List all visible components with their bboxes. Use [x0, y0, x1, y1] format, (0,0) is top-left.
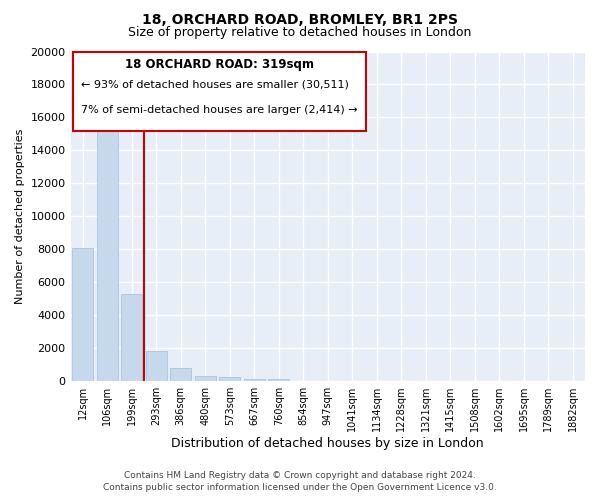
Bar [195, 376, 215, 381]
Text: ← 93% of detached houses are smaller (30,511): ← 93% of detached houses are smaller (30… [81, 80, 349, 90]
FancyBboxPatch shape [73, 52, 367, 130]
Text: 7% of semi-detached houses are larger (2,414) →: 7% of semi-detached houses are larger (2… [81, 105, 358, 115]
Bar [73, 248, 93, 381]
Text: Contains HM Land Registry data © Crown copyright and database right 2024.
Contai: Contains HM Land Registry data © Crown c… [103, 471, 497, 492]
Text: 18, ORCHARD ROAD, BROMLEY, BR1 2PS: 18, ORCHARD ROAD, BROMLEY, BR1 2PS [142, 12, 458, 26]
Bar [121, 294, 142, 381]
X-axis label: Distribution of detached houses by size in London: Distribution of detached houses by size … [172, 437, 484, 450]
Bar [244, 380, 265, 381]
Y-axis label: Number of detached properties: Number of detached properties [15, 128, 25, 304]
Bar [170, 368, 191, 381]
Text: Size of property relative to detached houses in London: Size of property relative to detached ho… [128, 26, 472, 39]
Bar [268, 380, 289, 381]
Bar [220, 377, 240, 381]
Bar [97, 108, 118, 381]
Text: 18 ORCHARD ROAD: 319sqm: 18 ORCHARD ROAD: 319sqm [125, 58, 314, 71]
Bar [146, 350, 167, 381]
